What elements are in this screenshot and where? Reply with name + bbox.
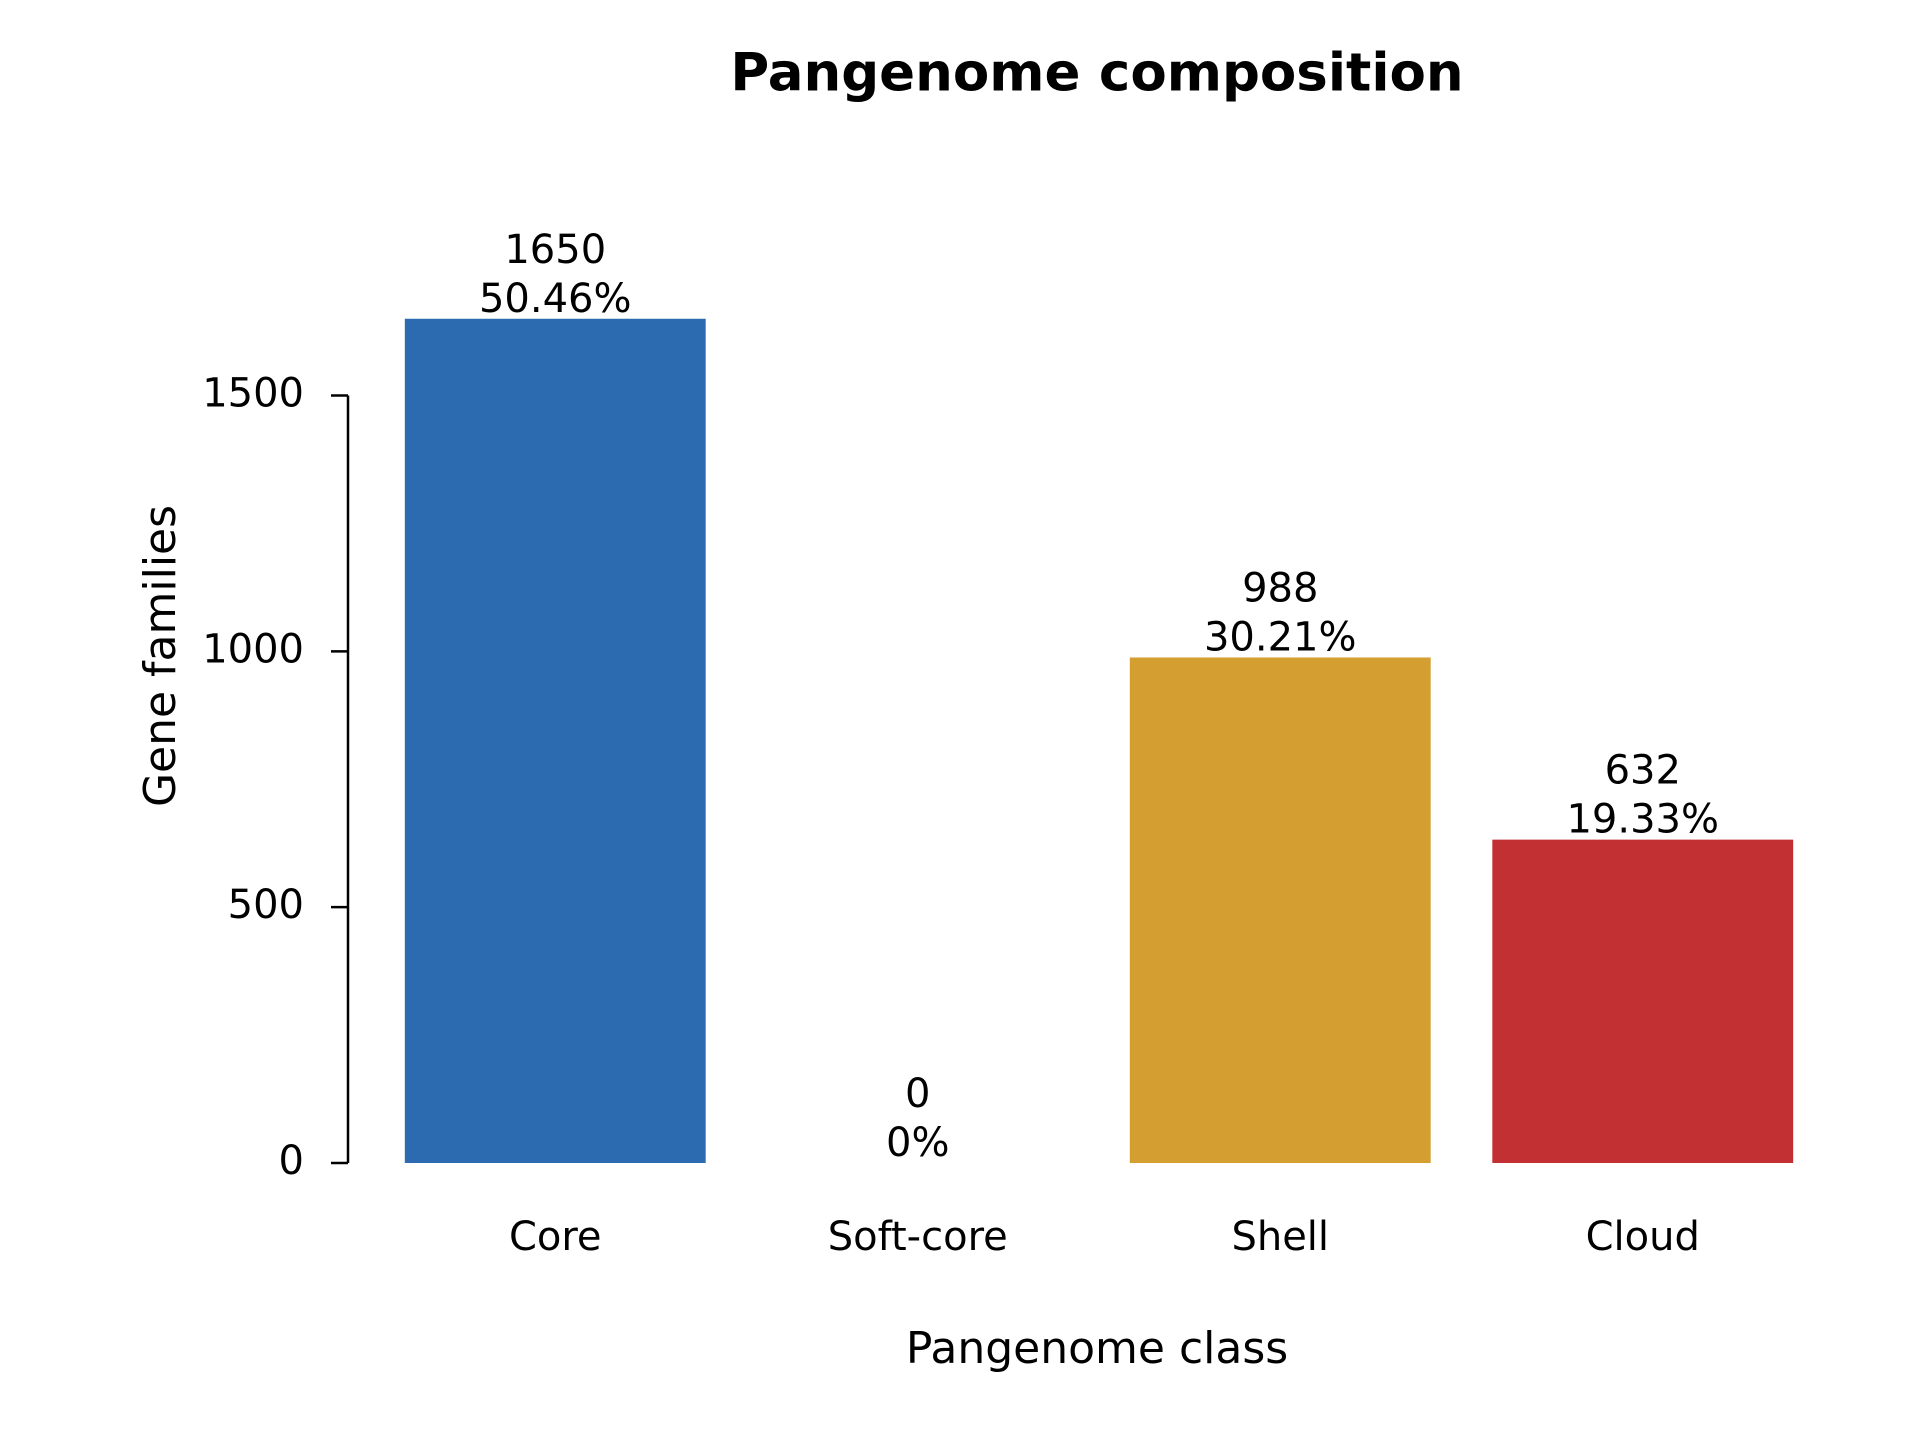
value-label: 1650 bbox=[504, 227, 606, 273]
y-axis-label: Gene families bbox=[135, 505, 186, 807]
y-tick-label: 1500 bbox=[202, 371, 304, 417]
bar bbox=[1492, 839, 1794, 1163]
y-tick-label: 0 bbox=[279, 1138, 304, 1184]
x-tick-label: Soft-core bbox=[828, 1214, 1008, 1260]
y-tick-label: 1000 bbox=[202, 626, 304, 672]
percent-label: 0% bbox=[886, 1120, 949, 1166]
value-label: 988 bbox=[1242, 565, 1318, 611]
y-tick-label: 500 bbox=[228, 882, 304, 928]
percent-label: 50.46% bbox=[479, 276, 632, 322]
x-tick-label: Cloud bbox=[1586, 1214, 1700, 1260]
x-tick-label: Core bbox=[509, 1214, 602, 1260]
chart-title: Pangenome composition bbox=[730, 43, 1463, 104]
x-axis-label: Pangenome class bbox=[906, 1323, 1288, 1374]
value-label: 632 bbox=[1605, 748, 1681, 794]
percent-label: 19.33% bbox=[1566, 797, 1719, 843]
bar bbox=[404, 318, 706, 1163]
value-label: 0 bbox=[905, 1071, 930, 1117]
bar bbox=[1129, 657, 1431, 1163]
percent-label: 30.21% bbox=[1204, 614, 1357, 660]
x-tick-label: Shell bbox=[1231, 1214, 1329, 1260]
